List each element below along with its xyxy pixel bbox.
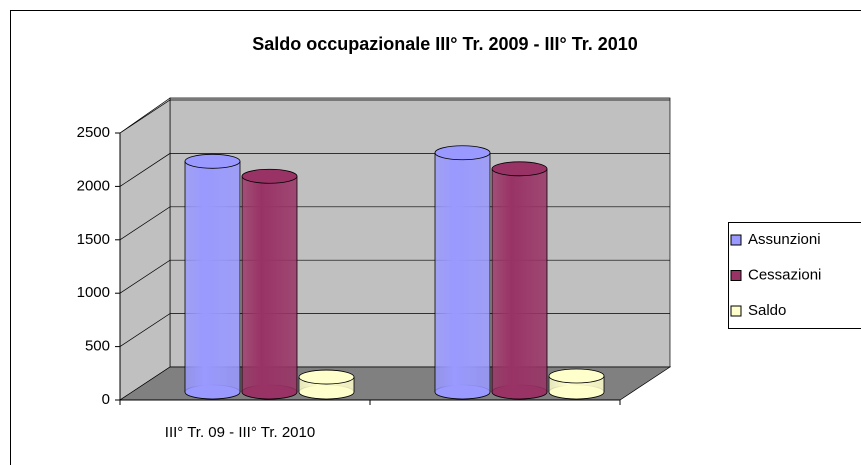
grid-line [119, 99, 670, 134]
grid-line [119, 153, 670, 187]
x-tick-label: III° Tr. 09 - III° Tr. 2010 [165, 424, 315, 441]
y-tick-label: 500 [85, 338, 110, 355]
y-tick-label: 1500 [77, 231, 110, 248]
bar-top [184, 153, 241, 169]
y-tick-label: 2500 [77, 124, 110, 141]
bar-top [491, 161, 548, 177]
bar [242, 176, 297, 392]
y-tick-label: 0 [102, 391, 110, 408]
chart-title: Saldo occupazionale III° Tr. 2009 - III°… [252, 34, 638, 54]
legend-label: Assunzioni [748, 231, 821, 248]
legend-swatch [730, 234, 742, 246]
bar [435, 152, 490, 392]
bar-top [298, 369, 355, 385]
legend [728, 222, 861, 329]
bar-top [548, 368, 605, 384]
legend-swatch [730, 270, 742, 281]
bar-top [241, 168, 298, 184]
y-tick-label: 2000 [77, 177, 110, 194]
legend-label: Cessazioni [748, 266, 821, 283]
legend-swatch [730, 305, 742, 317]
side-wall [119, 97, 171, 401]
bar [185, 161, 240, 392]
bar-top [434, 145, 491, 161]
legend-label: Saldo [748, 302, 786, 319]
y-tick-label: 1000 [77, 284, 110, 301]
bar [492, 168, 547, 392]
